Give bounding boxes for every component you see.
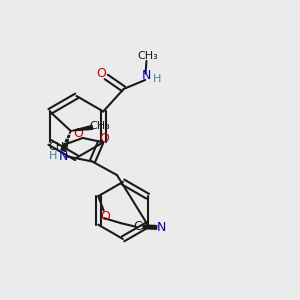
- Text: N: N: [157, 220, 166, 234]
- Polygon shape: [61, 147, 66, 152]
- Text: H: H: [152, 74, 161, 84]
- Polygon shape: [68, 135, 70, 138]
- Polygon shape: [71, 125, 93, 131]
- Text: O: O: [97, 68, 106, 80]
- Text: C: C: [134, 220, 142, 233]
- Text: CH₃: CH₃: [48, 142, 69, 152]
- Text: CH₃: CH₃: [137, 51, 158, 61]
- Text: N: N: [142, 69, 151, 82]
- Text: H: H: [49, 151, 58, 161]
- Polygon shape: [70, 131, 71, 134]
- Text: O: O: [99, 132, 109, 145]
- Text: N: N: [59, 150, 68, 163]
- Polygon shape: [65, 139, 68, 142]
- Polygon shape: [63, 143, 67, 147]
- Text: O: O: [74, 127, 84, 140]
- Text: CH₃: CH₃: [89, 122, 110, 131]
- Text: O: O: [100, 209, 110, 223]
